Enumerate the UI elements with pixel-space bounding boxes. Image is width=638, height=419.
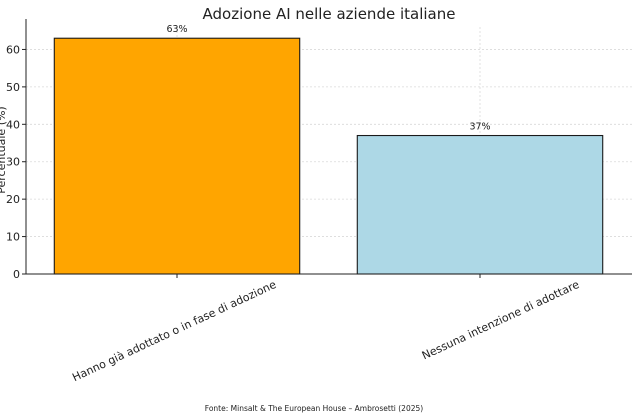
x-tick-label-1: Nessuna intenzione di adottare	[420, 278, 582, 363]
y-tick-label-5: 50	[6, 81, 20, 94]
bar-1	[356, 134, 604, 275]
y-tick-label-4: 40	[6, 118, 20, 131]
y-tick-label-1: 10	[6, 231, 20, 244]
data-labels: 63% 37%	[166, 24, 490, 132]
bars	[53, 37, 604, 275]
axes	[25, 19, 632, 275]
y-tick-label-3: 30	[6, 156, 20, 169]
data-label-0: 63%	[166, 24, 187, 35]
y-axis-label: Percentuale (%)	[0, 106, 8, 193]
source-note: Fonte: MinsaIt & The European House – Am…	[205, 404, 423, 413]
y-tick-label-2: 20	[6, 193, 20, 206]
x-tick-label-0: Hanno già adottato o in fase di adozione	[70, 278, 278, 384]
chart-title: Adozione AI nelle aziende italiane	[203, 5, 456, 23]
y-ticks: 0 10 20 30 40 50 60	[6, 43, 26, 281]
data-label-1: 37%	[469, 122, 490, 133]
bar-0	[53, 37, 301, 275]
y-tick-label-6: 60	[6, 43, 20, 56]
y-tick-label-0: 0	[13, 268, 20, 281]
x-ticks: Hanno già adottato o in fase di adozione…	[70, 274, 581, 384]
